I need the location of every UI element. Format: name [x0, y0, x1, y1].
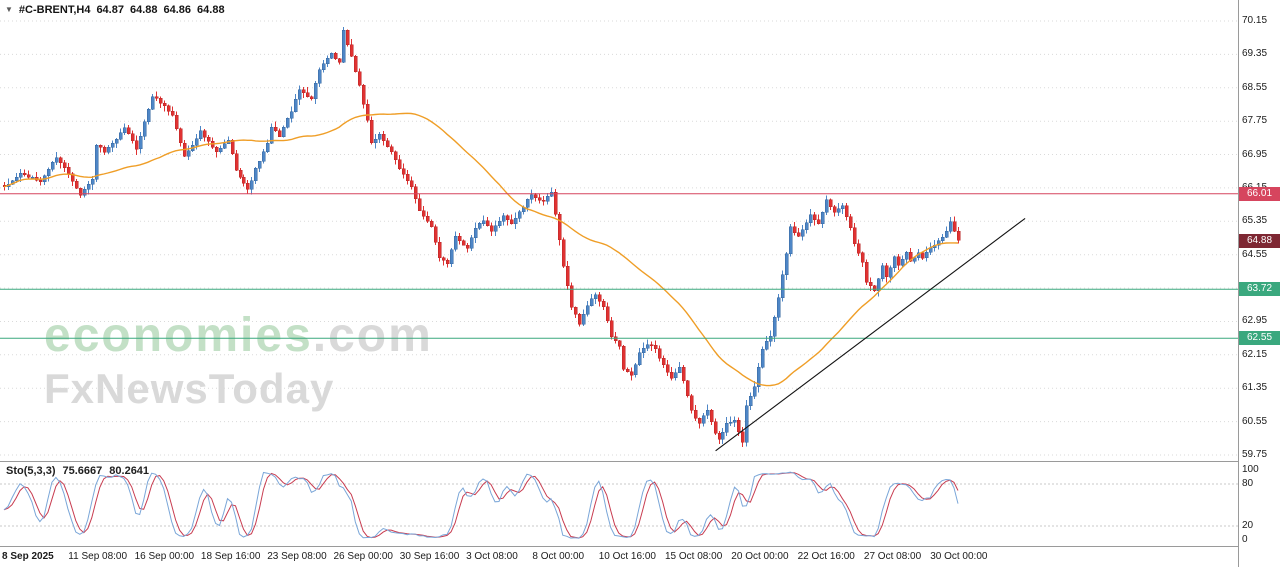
grid-lines	[0, 20, 1238, 456]
watermark-brand-line: economies.com	[44, 312, 433, 360]
quote-close: 64.88	[197, 4, 225, 16]
time-axis[interactable]: 8 Sep 2025 11 Sep 08:00 16 Sep 00:00 18 Sep…	[0, 547, 1238, 567]
watermark-domain: .com	[312, 309, 433, 362]
support-line-lower-price-badge: 62.55	[1239, 331, 1280, 345]
sto-signal-line	[3, 472, 959, 539]
time-tick-label: 22 Oct 16:00	[797, 551, 855, 562]
price-tick-label: 66.95	[1242, 149, 1268, 160]
sto-main-line	[3, 471, 959, 539]
candles	[2, 26, 961, 447]
price-tick-label: 62.15	[1242, 349, 1268, 360]
sto-tick-label: 0	[1242, 534, 1248, 545]
price-tick-label: 60.55	[1242, 416, 1268, 427]
sto-tick-label: 80	[1242, 478, 1254, 489]
time-tick-label: 10 Oct 16:00	[598, 551, 656, 562]
indicator-value-signal: 80.2641	[109, 465, 150, 477]
time-axis-separator	[0, 546, 1280, 547]
panel-separator[interactable]	[0, 461, 1280, 462]
moving-average-line	[3, 112, 959, 387]
time-tick-label: 3 Oct 08:00	[466, 551, 518, 562]
symbol-info: ▼ #C-BRENT,H4 64.87 64.88 64.86 64.88	[5, 4, 225, 16]
watermark: economies.com FxNewsToday	[44, 312, 433, 410]
indicator-value-main: 75.6667	[62, 465, 103, 477]
quote-high: 64.88	[129, 4, 158, 16]
current-price-badge: 64.88	[1239, 234, 1280, 248]
sto-tick-label: 100	[1242, 464, 1259, 475]
time-tick-label: 8 Sep 2025	[2, 551, 54, 562]
price-tick-label: 70.15	[1242, 15, 1268, 26]
time-tick-label: 30 Sep 16:00	[399, 551, 460, 562]
candlestick-chart-svg[interactable]	[0, 0, 1238, 462]
time-tick-label: 20 Oct 00:00	[731, 551, 789, 562]
indicator-name: Sto(5,3,3)	[6, 465, 56, 477]
price-tick-label: 65.35	[1242, 215, 1268, 226]
price-tick-label: 68.55	[1242, 82, 1268, 93]
time-tick-label: 8 Oct 00:00	[532, 551, 585, 562]
watermark-brand: economies	[44, 309, 313, 362]
price-tick-label: 67.75	[1242, 115, 1268, 126]
collapse-arrow-icon[interactable]: ▼	[5, 5, 13, 14]
support-line-upper-price-badge: 63.72	[1239, 282, 1280, 296]
time-tick-label: 27 Oct 08:00	[863, 551, 922, 562]
time-tick-label: 30 Oct 00:00	[930, 551, 988, 562]
symbol-title: #C-BRENT,H4	[18, 4, 91, 16]
price-tick-label: 62.95	[1242, 315, 1268, 326]
ascending-trendline	[715, 217, 1026, 452]
price-axis-separator	[1238, 0, 1239, 567]
time-tick-label: 23 Sep 08:00	[267, 551, 327, 562]
time-tick-label: 15 Oct 08:00	[665, 551, 723, 562]
quote-low: 64.86	[163, 4, 192, 16]
stochastic-panel-svg[interactable]	[0, 462, 1238, 546]
time-tick-label: 16 Sep 00:00	[134, 551, 195, 562]
indicator-label: Sto(5,3,3) 75.6667 80.2641	[6, 465, 149, 477]
sto-tick-label: 20	[1242, 520, 1254, 531]
price-axis[interactable]: 70.1569.3568.5567.7566.9566.1565.3564.55…	[1239, 0, 1280, 567]
time-tick-label: 18 Sep 16:00	[200, 551, 261, 562]
time-tick-label: 11 Sep 08:00	[68, 551, 128, 562]
price-tick-label: 59.75	[1242, 449, 1268, 460]
time-tick-label: 26 Sep 00:00	[333, 551, 394, 562]
resistance-line-price-badge: 66.01	[1239, 187, 1280, 201]
price-tick-label: 69.35	[1242, 48, 1268, 59]
price-tick-label: 61.35	[1242, 382, 1268, 393]
quote-open: 64.87	[96, 4, 124, 16]
price-tick-label: 64.55	[1242, 249, 1268, 260]
